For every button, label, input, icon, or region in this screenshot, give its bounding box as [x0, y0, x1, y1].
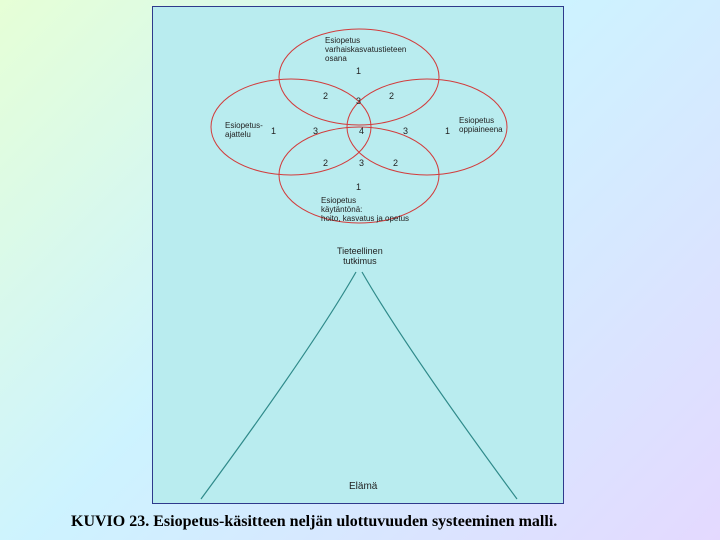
flare-arcs	[153, 7, 564, 504]
flare-right_arc	[362, 272, 517, 499]
elama-label: Elämä	[349, 481, 377, 492]
figure-frame: Esiopetus varhaiskasvatustieteen osana E…	[152, 6, 564, 504]
slide: Esiopetus varhaiskasvatustieteen osana E…	[0, 0, 720, 540]
figure-caption: KUVIO 23. Esiopetus-käsitteen neljän ulo…	[71, 513, 557, 531]
flare-left_arc	[201, 272, 356, 499]
